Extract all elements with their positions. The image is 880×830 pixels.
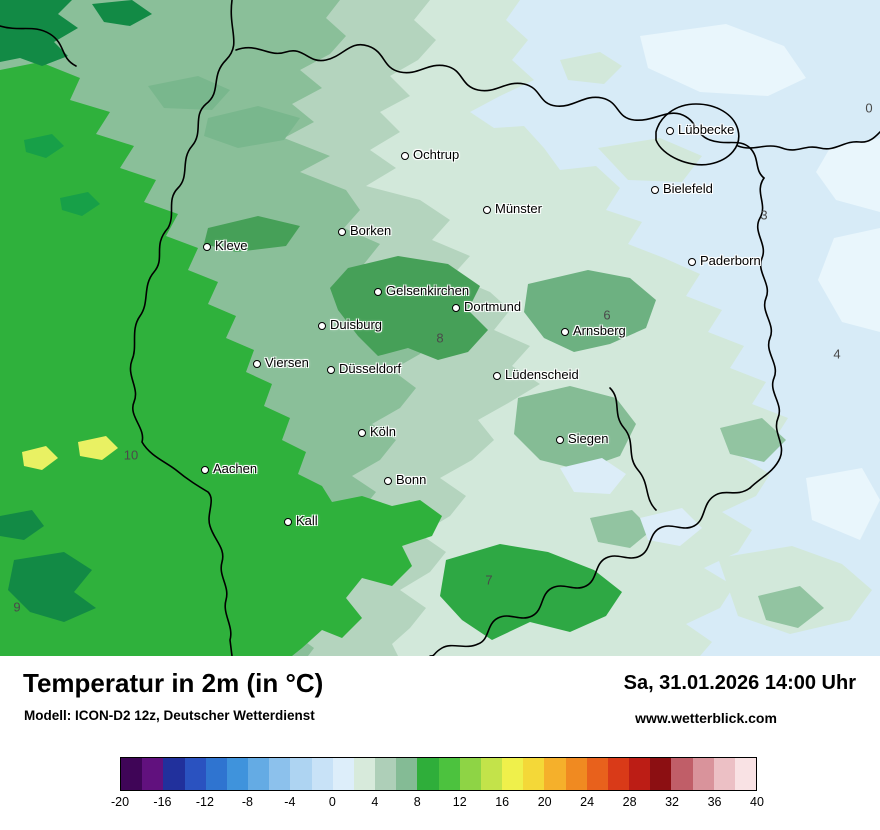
legend-swatch [629, 758, 651, 790]
legend-swatch [269, 758, 291, 790]
legend-tick: 24 [580, 795, 595, 809]
legend-swatch [671, 758, 693, 790]
legend-swatch [311, 758, 333, 790]
valid-datetime: Sa, 31.01.2026 14:00 Uhr [623, 672, 856, 694]
temperature-map-svg [0, 0, 880, 656]
legend-swatch [734, 758, 757, 790]
legend-swatch [586, 758, 608, 790]
legend-tick: 8 [413, 795, 421, 809]
legend-swatch [713, 758, 735, 790]
legend-swatch [332, 758, 354, 790]
legend-swatch [523, 758, 545, 790]
legend-tick: 12 [452, 795, 467, 809]
footer: Temperatur in 2m (in °C) Modell: ICON-D2… [0, 656, 880, 830]
legend-swatch [353, 758, 376, 790]
legend-swatch [459, 758, 481, 790]
legend-tick: 28 [622, 795, 637, 809]
state-borders [0, 0, 880, 656]
legend-swatch [184, 758, 206, 790]
legend-swatch [290, 758, 312, 790]
website-url: www.wetterblick.com [635, 710, 777, 726]
legend-color-bar [120, 757, 757, 791]
legend-swatch [607, 758, 630, 790]
model-info: Modell: ICON-D2 12z, Deutscher Wetterdie… [24, 708, 315, 723]
legend-tick: -4 [284, 795, 296, 809]
legend-swatch [502, 758, 524, 790]
legend-swatch [650, 758, 672, 790]
legend-tick: -8 [241, 795, 253, 809]
temperature-field [0, 0, 880, 656]
legend-swatch [438, 758, 460, 790]
legend-swatch [544, 758, 566, 790]
legend-tick: -16 [153, 795, 172, 809]
legend-tick: 40 [750, 795, 764, 809]
legend-swatch [417, 758, 439, 790]
legend-swatch [163, 758, 185, 790]
legend-swatch [396, 758, 418, 790]
legend-tick: 36 [707, 795, 722, 809]
legend-swatch [375, 758, 397, 790]
color-legend: -20 -16 -12 -8 -4 0 4 8 12 16 20 24 28 32 36 40 [111, 757, 764, 811]
legend-tick: 20 [537, 795, 552, 809]
legend-tick-labels: -20 -16 -12 -8 -4 0 4 8 12 16 20 24 28 32 36 40 [111, 795, 764, 811]
temperature-map: 0 3 6 8 4 10 7 9 Lübbecke Ochtrup Bielefeld Münste… [0, 0, 880, 656]
legend-swatch [226, 758, 249, 790]
legend-tick: 0 [328, 795, 336, 809]
legend-tick: 32 [665, 795, 680, 809]
legend-swatch [692, 758, 714, 790]
legend-swatch [142, 758, 164, 790]
legend-swatch [121, 758, 143, 790]
legend-swatch [480, 758, 503, 790]
legend-tick: 4 [371, 795, 379, 809]
page-title: Temperatur in 2m (in °C) [23, 668, 324, 698]
legend-tick: 16 [495, 795, 510, 809]
legend-swatch [565, 758, 587, 790]
legend-tick: -20 [110, 795, 130, 809]
legend-tick: -12 [195, 795, 214, 809]
legend-swatch [205, 758, 227, 790]
legend-swatch [248, 758, 270, 790]
